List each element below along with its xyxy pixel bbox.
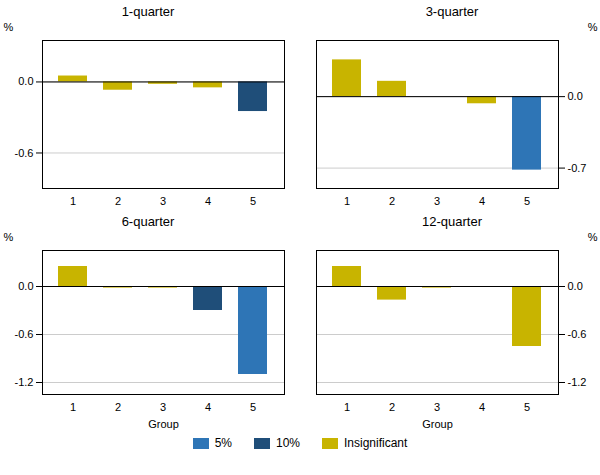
svg-text:Group: Group (422, 418, 453, 430)
svg-text:0.0: 0.0 (568, 90, 583, 102)
svg-text:1: 1 (344, 195, 350, 207)
svg-text:%: % (588, 231, 598, 243)
svg-text:5: 5 (524, 401, 530, 413)
svg-text:%: % (4, 231, 14, 243)
html-text:12-quarter: 12-quarter (422, 214, 482, 229)
svg-text:4: 4 (479, 401, 485, 413)
svg-text:2: 2 (389, 401, 395, 413)
html-text:6-quarter: 6-quarter (121, 214, 175, 229)
svg-text:5: 5 (524, 195, 530, 207)
html-text:5%: 5% (214, 436, 232, 450)
html-text:3-quarter: 3-quarter (425, 4, 479, 19)
svg-text:-0.6: -0.6 (15, 328, 34, 340)
svg-text:4: 4 (205, 401, 211, 413)
svg-text:5: 5 (250, 401, 256, 413)
html-text:1-quarter: 1-quarter (121, 4, 175, 19)
svg-text:3: 3 (160, 195, 166, 207)
svg-text:-0.6: -0.6 (568, 328, 587, 340)
svg-text:1: 1 (70, 401, 76, 413)
svg-text:1: 1 (344, 401, 350, 413)
svg-text:4: 4 (205, 195, 211, 207)
html-text:10%: 10% (276, 436, 300, 450)
html-text:Insignificant: Insignificant (344, 436, 408, 450)
svg-text:5: 5 (250, 195, 256, 207)
svg-text:2: 2 (389, 195, 395, 207)
svg-text:4: 4 (479, 195, 485, 207)
svg-text:0.0: 0.0 (18, 280, 33, 292)
svg-text:3: 3 (434, 195, 440, 207)
svg-text:0.0: 0.0 (18, 75, 33, 87)
svg-text:1: 1 (70, 195, 76, 207)
svg-text:0.0: 0.0 (568, 280, 583, 292)
svg-text:-0.7: -0.7 (568, 162, 587, 174)
svg-text:-1.2: -1.2 (15, 376, 34, 388)
svg-text:-0.6: -0.6 (15, 147, 34, 159)
svg-text:Group: Group (148, 418, 179, 430)
svg-text:3: 3 (160, 401, 166, 413)
svg-text:-1.2: -1.2 (568, 376, 587, 388)
svg-text:%: % (4, 21, 14, 33)
svg-text:2: 2 (115, 195, 121, 207)
svg-text:3: 3 (434, 401, 440, 413)
svg-text:2: 2 (115, 401, 121, 413)
svg-text:%: % (588, 21, 598, 33)
